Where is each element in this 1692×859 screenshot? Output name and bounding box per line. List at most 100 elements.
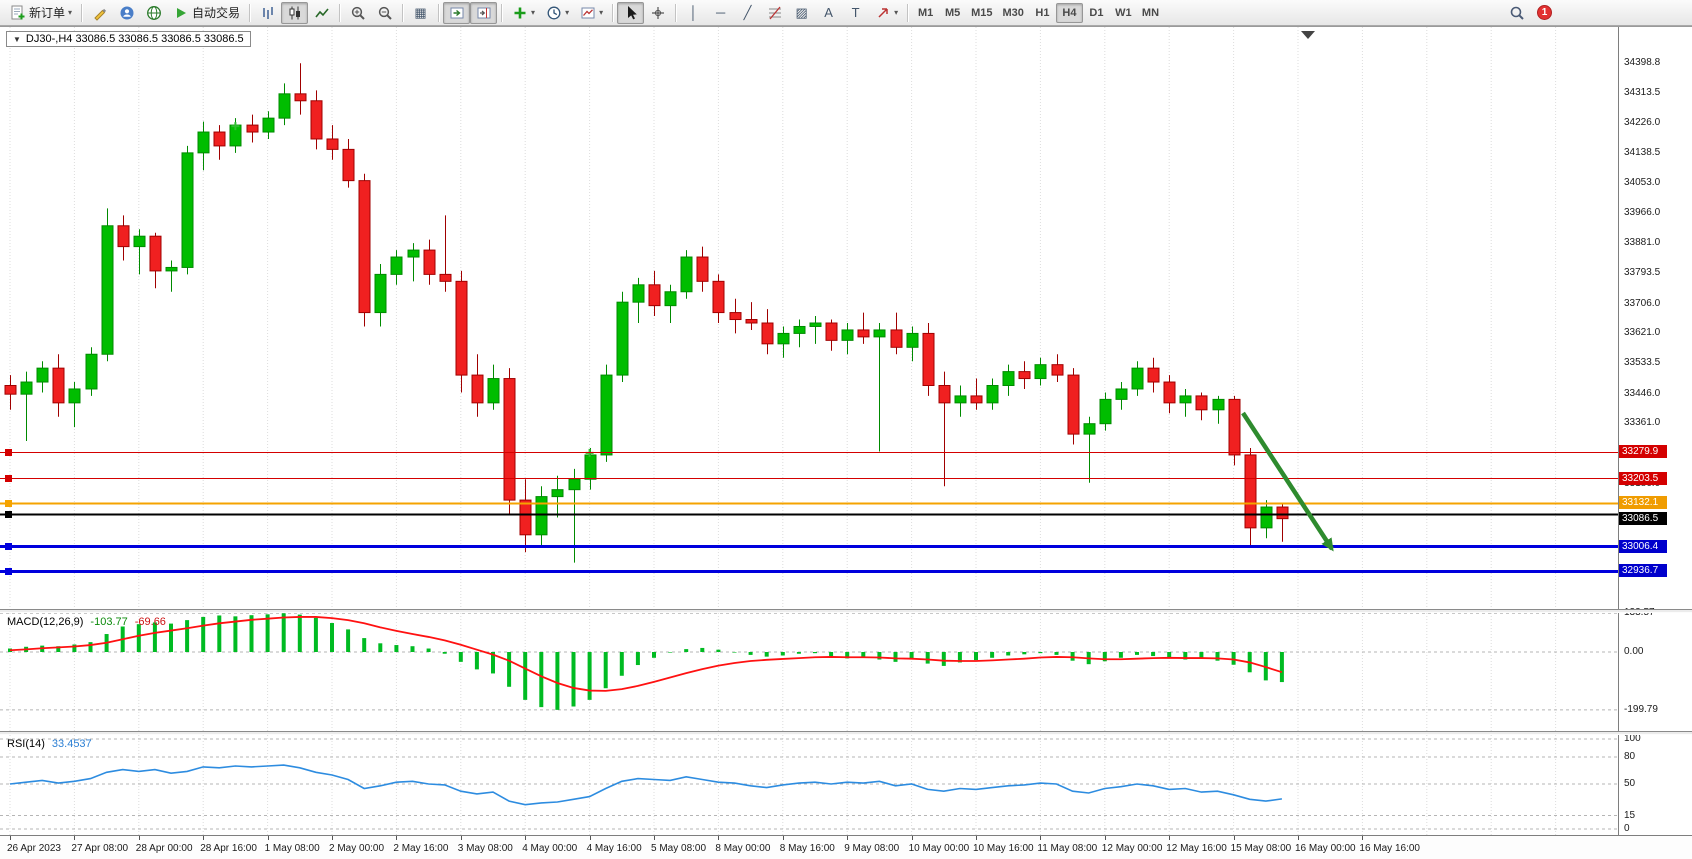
candle [616, 291, 629, 383]
trend-arrow[interactable] [1241, 411, 1334, 552]
timeframe-m1-button[interactable]: M1 [917, 6, 934, 19]
candle [246, 114, 259, 143]
price-line-handle[interactable] [5, 500, 12, 507]
time-tick [911, 836, 913, 840]
autotrading-button-label: 自动交易 [192, 6, 241, 20]
fibonacci-button[interactable] [761, 2, 788, 24]
time-axis-label: 26 Apr 2023 [7, 843, 61, 854]
panel-separator[interactable] [0, 731, 1692, 735]
price-tag: 33132.1 [1619, 496, 1667, 510]
timeframe-mn-button[interactable]: MN [1141, 6, 1160, 19]
search-button[interactable] [1503, 2, 1530, 24]
collapse-indicator-toggle[interactable]: ▼ [13, 34, 21, 44]
auto-scroll-button[interactable] [443, 1, 471, 24]
cursor-button[interactable] [617, 1, 645, 24]
time-tick [138, 836, 140, 840]
rsi-panel[interactable] [0, 735, 1618, 835]
candle [407, 243, 420, 282]
candle [117, 215, 130, 261]
text-icon: A [824, 5, 833, 20]
timeframe-d1-button[interactable]: D1 [1089, 6, 1104, 19]
trendline-button[interactable]: ╱ [734, 2, 761, 24]
candle [1099, 392, 1112, 431]
rsi-line [9, 764, 1283, 806]
line-chart-button[interactable] [308, 2, 335, 24]
chart-shift-button[interactable] [470, 1, 498, 24]
dropdown-caret-icon: ▾ [68, 8, 73, 17]
time-tick [267, 836, 269, 840]
time-tick [782, 836, 784, 840]
indicators-button[interactable]: ▾ [506, 2, 540, 24]
timeframe-m5-button[interactable]: M5 [944, 6, 961, 19]
community-button[interactable] [113, 2, 140, 24]
macd-histogram [8, 613, 1284, 710]
vertical-gridlines [9, 27, 1557, 609]
price-axis[interactable]: 34398.8 34313.5 34226.0 34138.5 34053.0 33966… [1618, 27, 1692, 835]
arrows-button[interactable]: ▾ [869, 2, 903, 24]
price-line-handle[interactable] [5, 475, 12, 482]
periods-button[interactable]: ▾ [540, 2, 574, 24]
candle [906, 326, 919, 362]
candle [471, 354, 484, 417]
candle [954, 385, 967, 417]
bar-chart-button[interactable] [254, 2, 281, 24]
timeframe-h1-button[interactable]: H1 [1035, 6, 1050, 19]
candle [1195, 392, 1208, 421]
candle [712, 274, 725, 323]
rsi-scale-label: 15 [1624, 809, 1636, 821]
new-order-button[interactable]: 新订单 ▾ [4, 2, 77, 24]
toolbar-left-group: 新订单 ▾ 自动交易 ▦ ▾ ▾ ▾ │ ─ ╱ ▨ A T ▾ M1 M5 M15 M30 H1 H4 D1 W1 MN [4, 0, 1164, 25]
toolbar-separator [675, 3, 677, 22]
time-axis-label: 4 May 00:00 [522, 843, 578, 854]
time-axis-label: 1 May 08:00 [264, 843, 320, 854]
timeframe-w1-button[interactable]: W1 [1115, 6, 1132, 19]
time-tick [460, 836, 462, 840]
label-button[interactable]: T [842, 2, 869, 24]
channels-button[interactable]: ▨ [788, 2, 815, 24]
text-button[interactable]: A [815, 2, 842, 24]
price-axis-label: 34053.0 [1624, 177, 1661, 189]
metaeditor-icon [91, 4, 108, 21]
timeframe-h4-button[interactable]: H4 [1055, 2, 1083, 23]
price-line-handle[interactable] [5, 449, 12, 456]
price-tag: 32936.7 [1619, 564, 1667, 578]
zoom-out-button[interactable] [371, 2, 398, 24]
fibonacci-icon [766, 4, 783, 21]
time-axis-label: 11 May 08:00 [1037, 843, 1098, 854]
candle [729, 298, 742, 334]
tile-windows-button[interactable]: ▦ [407, 2, 434, 24]
alerts-badge[interactable]: 1 [1537, 5, 1552, 20]
candle [777, 326, 790, 358]
time-axis[interactable]: 26 Apr 2023 27 Apr 08:00 28 Apr 00:00 28 Ap… [0, 835, 1692, 859]
website-button[interactable] [140, 2, 167, 24]
time-axis-label: 28 Apr 16:00 [200, 843, 257, 854]
zoom-in-button[interactable] [344, 2, 371, 24]
price-line-handle[interactable] [5, 543, 12, 550]
candle-chart-button[interactable] [281, 1, 309, 24]
candle [1260, 500, 1273, 539]
price-line-handle[interactable] [5, 511, 12, 518]
candle [1115, 382, 1128, 410]
main-price-chart[interactable] [0, 27, 1618, 609]
crosshair-button[interactable] [644, 2, 671, 24]
price-line-handle[interactable] [5, 568, 12, 575]
toolbar-separator [612, 3, 614, 22]
price-axis-label: 33361.0 [1624, 417, 1661, 429]
vertical-gridlines [9, 613, 1557, 731]
candle [213, 125, 226, 160]
rsi-scale-label: 50 [1624, 778, 1636, 789]
macd-scale-label: -199.79 [1624, 703, 1658, 715]
candle [310, 90, 323, 150]
timeframe-m15-button[interactable]: M15 [971, 6, 993, 19]
metaeditor-button[interactable] [86, 2, 113, 24]
panel-separator[interactable] [0, 609, 1692, 613]
vertical-line-button[interactable]: │ [680, 2, 707, 24]
time-tick [1298, 836, 1299, 840]
autotrading-button[interactable]: 自动交易 [167, 2, 245, 24]
templates-button[interactable]: ▾ [574, 2, 608, 24]
timeframe-m30-button[interactable]: M30 [1002, 6, 1024, 19]
macd-panel[interactable] [0, 613, 1618, 731]
candle [52, 354, 65, 417]
dropdown-caret-icon: ▾ [531, 8, 536, 17]
horizontal-line-button[interactable]: ─ [707, 2, 734, 24]
